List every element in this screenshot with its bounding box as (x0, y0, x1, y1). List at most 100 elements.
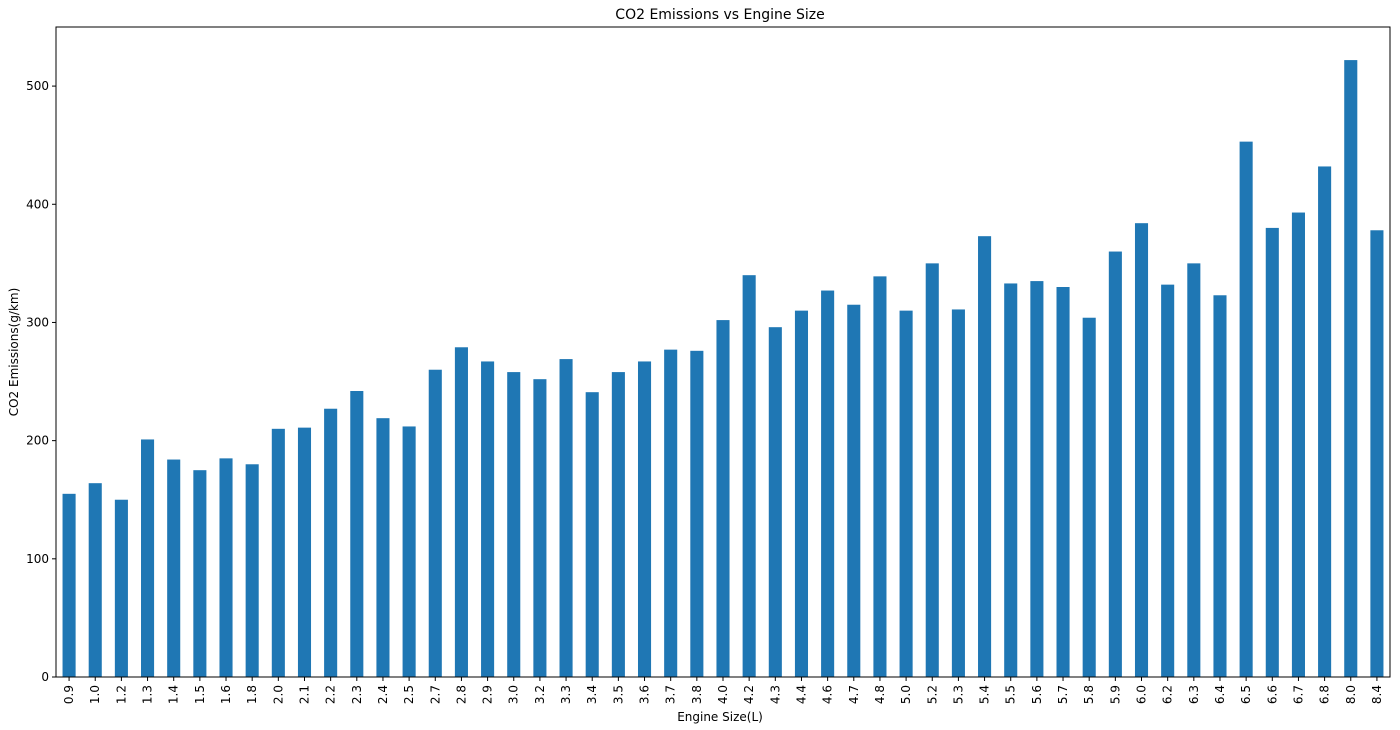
x-tick-label: 4.6 (821, 685, 835, 704)
bar-3.6 (637, 361, 652, 677)
x-tick-label: 5.5 (1004, 685, 1018, 704)
x-tick-label: 2.3 (350, 685, 364, 704)
x-tick-label: 5.6 (1030, 685, 1044, 704)
y-tick-label: 200 (26, 434, 49, 448)
x-tick-label: 3.5 (611, 685, 625, 704)
bar-1.4 (167, 459, 181, 677)
bar-5.8 (1082, 317, 1096, 677)
x-tick-label: 5.2 (925, 685, 939, 704)
x-tick-label: 6.2 (1161, 685, 1175, 704)
bar-2.9 (481, 361, 495, 677)
bar-6.4 (1213, 295, 1227, 677)
bar-4.8 (873, 276, 887, 677)
plot-frame (55, 26, 1391, 678)
bar-5.6 (1030, 281, 1044, 677)
x-tick-label: 5.4 (978, 685, 992, 704)
x-tick-label: 2.1 (297, 685, 311, 704)
bar-1.8 (245, 464, 259, 677)
x-tick-label: 4.7 (847, 685, 861, 704)
y-axis-label: CO2 Emissions(g/km) (7, 288, 21, 417)
bar-2.7 (428, 369, 442, 677)
x-tick-label: 4.4 (794, 685, 808, 704)
bar-6.0 (1134, 223, 1149, 677)
bar-1.0 (88, 483, 102, 677)
x-tick-label: 4.8 (873, 685, 887, 704)
bar-5.3 (951, 309, 965, 677)
bar-2.2 (324, 408, 338, 677)
bar-3.0 (507, 372, 521, 677)
bar-2.8 (454, 347, 468, 677)
bar-4.0 (716, 320, 730, 677)
bar-6.8 (1318, 166, 1332, 678)
x-tick-label: 2.0 (271, 685, 285, 704)
x-tick-label: 6.5 (1239, 685, 1253, 704)
bar-4.4 (794, 310, 809, 677)
y-axis-ticks: 0 100 200 300 400 500 (26, 79, 56, 684)
x-tick-label: 6.0 (1135, 685, 1149, 704)
y-tick-label: 300 (26, 315, 49, 329)
x-tick-label: 8.4 (1370, 685, 1384, 704)
bar-4.3 (768, 327, 782, 677)
x-tick-label: 3.6 (638, 685, 652, 704)
x-tick-label: 5.0 (899, 685, 913, 704)
x-tick-label: 6.8 (1318, 685, 1332, 704)
x-tick-label: 0.9 (62, 685, 76, 704)
chart-title: CO2 Emissions vs Engine Size (615, 7, 824, 23)
x-tick-label: 5.8 (1082, 685, 1096, 704)
x-axis-label: Engine Size(L) (677, 710, 763, 724)
x-tick-label: 2.8 (454, 685, 468, 704)
x-tick-label: 2.9 (481, 685, 495, 704)
bar-5.2 (925, 263, 939, 677)
bar-3.2 (533, 379, 547, 677)
x-tick-label: 3.4 (585, 685, 599, 704)
bar-1.6 (219, 458, 233, 677)
bar-5.7 (1056, 287, 1070, 677)
x-tick-label: 3.3 (559, 685, 573, 704)
bar-1.5 (193, 470, 207, 677)
bar-2.3 (350, 391, 364, 677)
y-tick-label: 0 (41, 670, 49, 684)
x-tick-label: 8.0 (1344, 685, 1358, 704)
bar-5.4 (978, 236, 992, 677)
x-tick-label: 1.2 (114, 685, 128, 704)
x-tick-label: 3.8 (690, 685, 704, 704)
x-tick-label: 1.3 (141, 685, 155, 704)
bar-1.2 (114, 499, 128, 677)
x-tick-label: 3.0 (507, 685, 521, 704)
y-tick-label: 500 (26, 79, 49, 93)
bar-4.2 (742, 275, 756, 677)
bar-3.8 (690, 350, 704, 677)
x-tick-label: 1.6 (219, 685, 233, 704)
x-tick-label: 6.6 (1265, 685, 1279, 704)
y-tick-label: 100 (26, 552, 49, 566)
bar-5.5 (1004, 283, 1018, 677)
x-axis-ticks: 0.9 1.0 1.2 1.3 1.4 1.5 1.6 1.8 2.0 2.1 2.2 2.3 2.4 2… (62, 677, 1384, 704)
x-tick-label: 2.2 (324, 685, 338, 704)
bar-3.3 (559, 359, 573, 677)
x-tick-label: 5.9 (1108, 685, 1122, 704)
x-tick-label: 6.7 (1291, 685, 1305, 704)
x-tick-label: 1.4 (167, 685, 181, 704)
bar-5.0 (899, 310, 913, 677)
x-tick-label: 3.7 (664, 685, 678, 704)
x-tick-label: 5.7 (1056, 685, 1070, 704)
x-tick-label: 1.5 (193, 685, 207, 704)
x-tick-label: 6.4 (1213, 685, 1227, 704)
bar-2.4 (376, 418, 390, 677)
bar-0.9 (62, 493, 76, 677)
bars-group (62, 60, 1384, 678)
x-tick-label: 5.3 (951, 685, 965, 704)
bar-2.5 (402, 426, 416, 677)
bar-3.4 (585, 392, 599, 677)
bar-1.3 (141, 439, 155, 677)
bar-2.1 (297, 427, 312, 677)
bar-8.0 (1344, 60, 1358, 678)
bar-6.7 (1291, 212, 1305, 677)
bar-3.7 (664, 349, 678, 677)
bar-4.6 (821, 290, 835, 677)
bar-2.0 (271, 428, 285, 677)
bar-6.3 (1187, 263, 1201, 677)
x-tick-label: 1.8 (245, 685, 259, 704)
bar-6.5 (1239, 141, 1253, 678)
